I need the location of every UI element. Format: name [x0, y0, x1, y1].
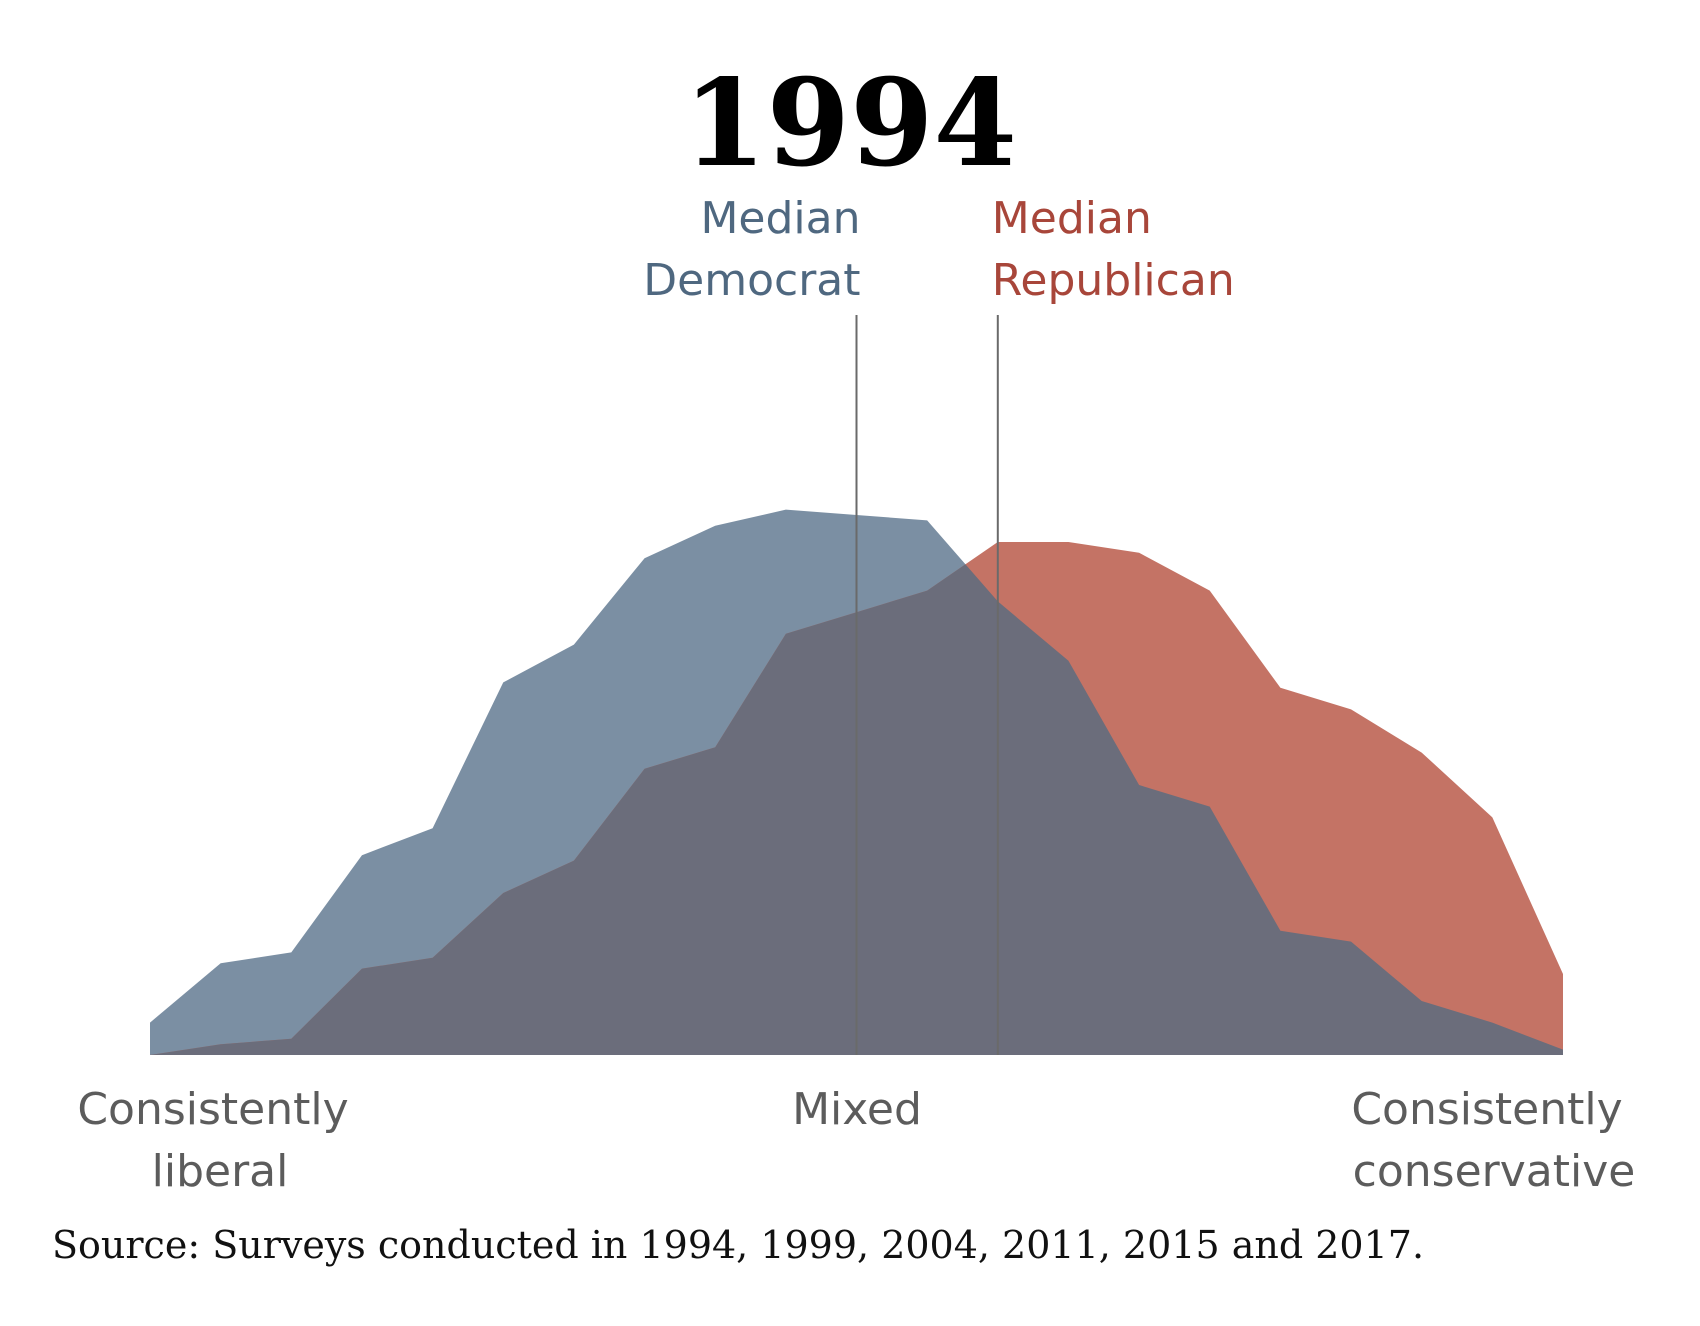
- source-note: Source: Surveys conducted in 1994, 1999,…: [52, 1223, 1424, 1267]
- chart-title: 1994: [683, 53, 1017, 194]
- x-label-left: Consistently liberal: [77, 1084, 362, 1197]
- x-label-center: Mixed: [792, 1084, 922, 1135]
- median-label-0: Median Democrat: [643, 193, 860, 306]
- x-axis-labels: Consistently liberal Mixed Consistently …: [77, 1084, 1636, 1197]
- median-lines-layer: Median Democrat Median Republican: [643, 193, 1235, 1055]
- median-label-1: Median Republican: [992, 193, 1235, 306]
- x-label-right: Consistently conservative: [1351, 1084, 1636, 1197]
